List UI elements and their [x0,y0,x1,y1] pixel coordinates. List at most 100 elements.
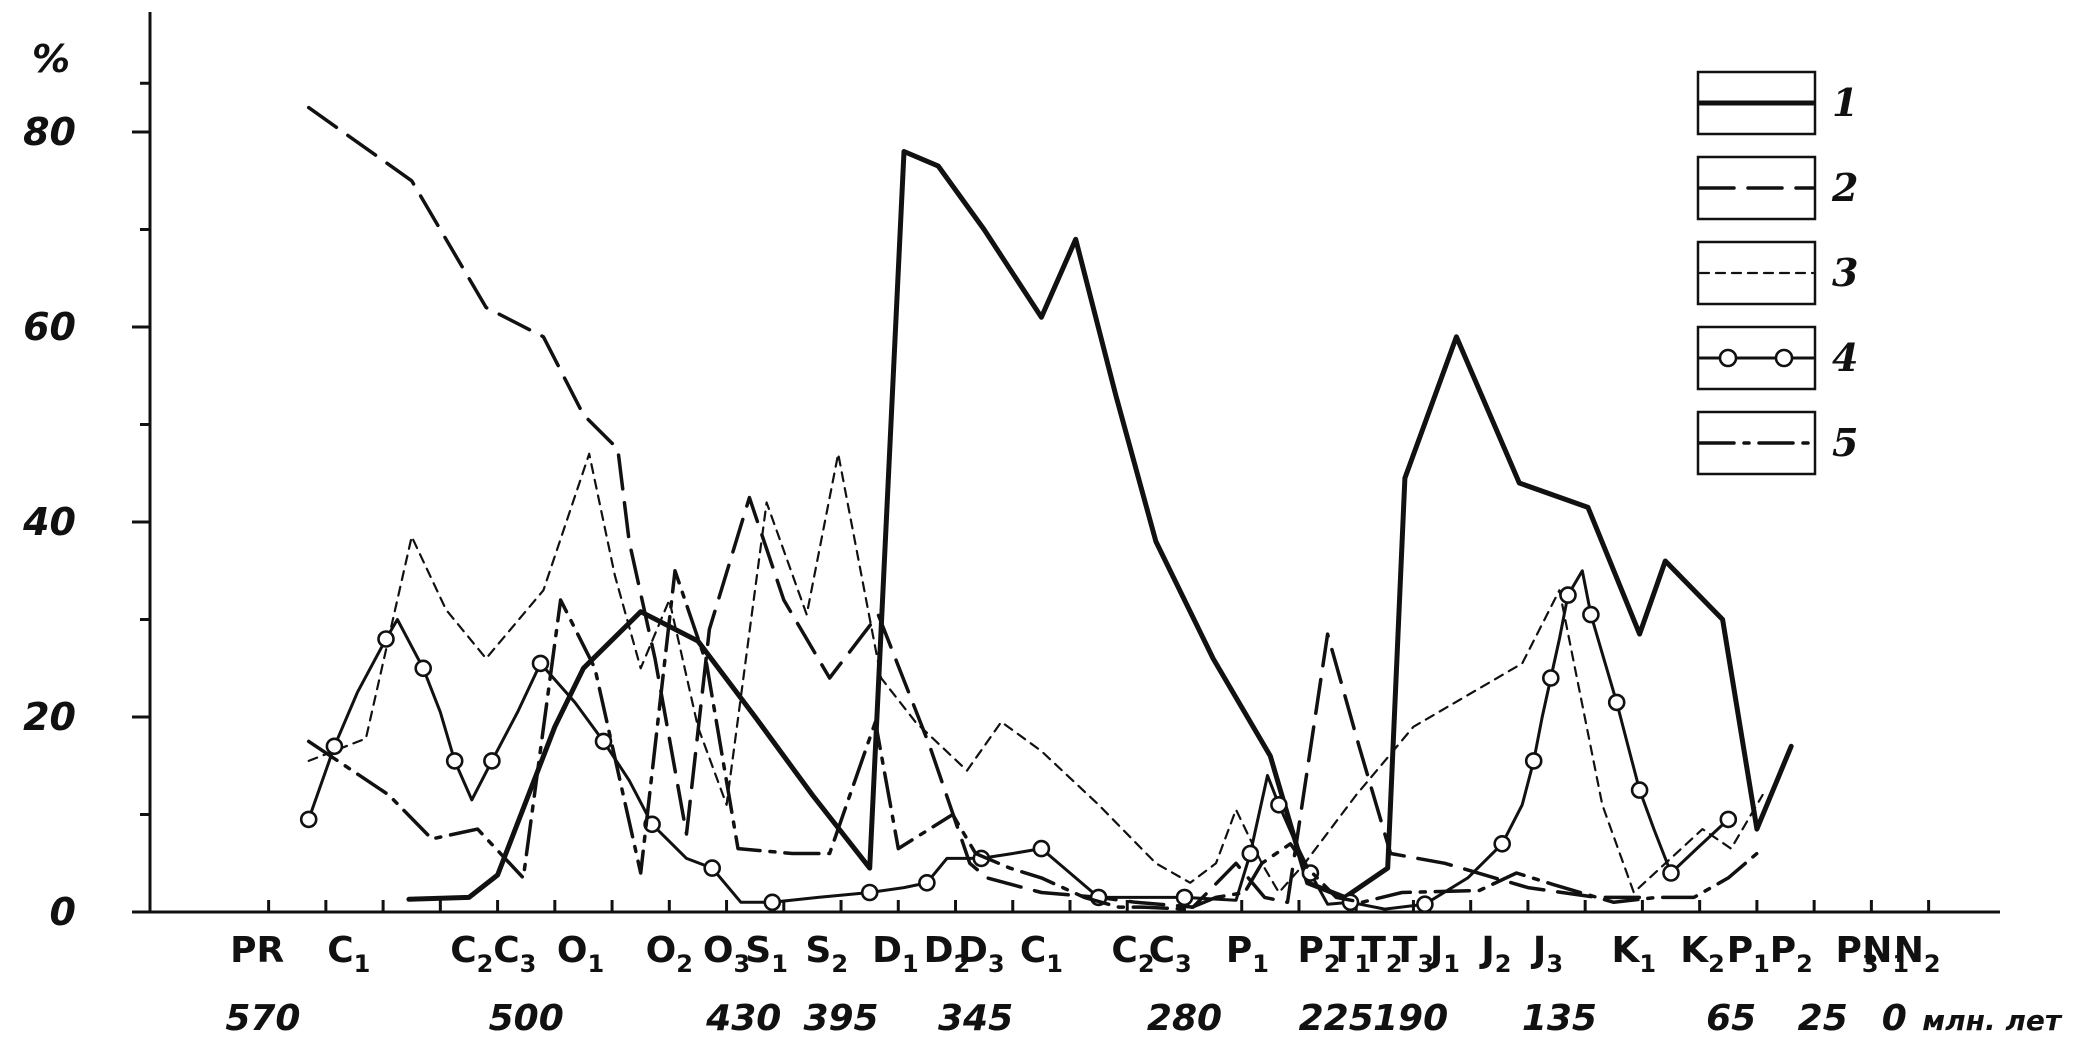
period-label: O3 [703,930,750,978]
period-label: C3 [1149,930,1192,978]
period-label-main: C [1149,930,1175,971]
series-lines [299,105,1794,914]
period-label: T1 [1330,930,1371,978]
series-4-marker [1524,752,1543,770]
series-4-marker [1607,693,1626,712]
period-label-main: S [745,930,771,971]
period-label: K1 [1612,930,1657,978]
legend-label-1: 1 [1832,80,1858,125]
period-label: P1 [1727,930,1770,978]
period-label-sub: 1 [1639,950,1656,978]
legend-marker [1774,348,1794,368]
period-label-main: J [1427,930,1443,971]
series-4-marker [531,654,550,673]
period-label-main: T [1393,930,1418,971]
period-label: J3 [1530,930,1563,978]
period-label-main: D [872,930,902,971]
age-label: 280 [1147,998,1222,1039]
period-label-sub: 1 [1443,950,1460,978]
age-label: 430 [705,998,781,1039]
period-label-sub: 3 [1862,950,1879,978]
period-label: PR [230,930,284,971]
legend-label-4: 4 [1832,335,1858,380]
period-label: D2 [924,930,971,978]
period-label-main: O [557,930,588,971]
series-4-marker [594,732,613,751]
period-label-sub: 1 [1753,950,1770,978]
period-label-sub: 2 [1324,950,1341,978]
age-label: 500 [489,998,564,1039]
period-label-sub: 3 [520,950,537,978]
y-tick-label: 40 [22,500,76,544]
series-4-marker [763,893,782,912]
period-label-main: C [327,930,353,971]
period-label-sub: 1 [354,950,371,978]
period-label: K2 [1680,930,1725,978]
period-label: T2 [1361,930,1402,978]
age-label: 395 [803,998,878,1039]
period-label-main: C [493,930,519,971]
period-label: C1 [327,930,370,978]
y-axis-label: % [32,37,70,81]
period-label-main: P [1836,930,1862,971]
period-label: J1 [1427,930,1460,978]
legend-label-2: 2 [1831,165,1858,210]
series-4-marker [377,630,395,648]
y-tick-label: 60 [23,305,76,349]
period-label-sub: 2 [1924,950,1941,978]
period-label-sub: 1 [1892,950,1909,978]
period-label-main: D [924,930,954,971]
period-label-sub: 3 [1417,950,1434,978]
period-label: P3 [1836,930,1879,978]
period-label: D3 [958,930,1005,978]
period-label: D1 [872,930,919,978]
axes [148,12,2000,914]
period-label-sub: 1 [588,950,605,978]
age-label: 570 [225,998,300,1039]
period-label-sub: 2 [1708,950,1725,978]
period-label-sub: 2 [1495,950,1512,978]
series-4-marker [1662,864,1680,882]
period-label: S1 [745,930,788,978]
series-4-marker [1493,834,1511,853]
age-label: 65 [1706,998,1756,1039]
y-tick-label: 80 [23,110,76,154]
period-label: P2 [1297,930,1340,978]
period-label: T3 [1393,930,1434,978]
period-label-sub: 2 [1796,950,1813,978]
period-label-main: K [1612,930,1641,971]
period-label-sub: 3 [734,950,751,978]
period-label-main: J [1530,930,1546,971]
period-label: C2 [1111,930,1154,978]
period-label-main: D [958,930,988,971]
series-4-marker [414,659,433,678]
series-4-marker [299,810,318,829]
period-label-main: PR [230,930,284,971]
age-label: 0 [1882,998,1907,1039]
series-4-marker [1241,844,1260,863]
y-tick-label: 20 [23,695,76,739]
series-4-marker [1270,795,1288,814]
series-4-marker [1341,893,1360,912]
age-label: 345 [938,998,1013,1039]
period-label-sub: 2 [954,950,971,978]
period-label-main: N [1862,930,1892,971]
series-5-line [306,569,1765,911]
period-label-sub: 2 [1138,950,1155,978]
series-4-marker [1542,669,1560,687]
age-unit-label: млн. лет [1922,1004,2063,1037]
period-label: C2 [450,930,493,978]
period-label-main: S [805,930,831,971]
period-label: P1 [1226,930,1269,978]
series-4-marker [1175,888,1194,907]
series-4-marker [1719,810,1738,829]
age-label: 190 [1373,998,1448,1039]
series-2-line [306,105,1645,909]
period-label-sub: 1 [1354,950,1371,978]
period-label: C1 [1020,930,1063,978]
series-4-marker [1630,781,1649,799]
series-4-marker [1582,605,1600,624]
period-label: N1 [1862,930,1909,978]
